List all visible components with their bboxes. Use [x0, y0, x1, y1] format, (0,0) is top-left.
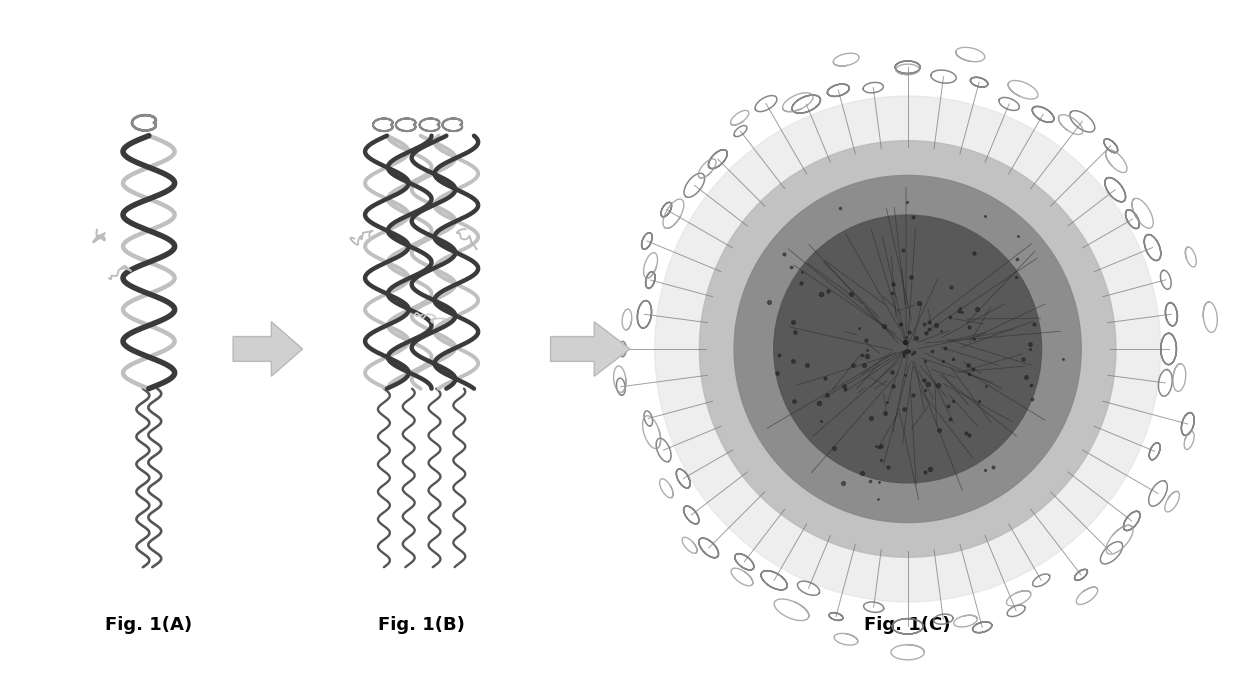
Circle shape	[774, 215, 1042, 483]
Text: Fig. 1(B): Fig. 1(B)	[378, 616, 465, 634]
Text: Fig. 1(C): Fig. 1(C)	[864, 616, 951, 634]
Circle shape	[734, 176, 1081, 522]
Circle shape	[655, 96, 1161, 602]
FancyArrow shape	[233, 322, 303, 376]
Circle shape	[699, 141, 1116, 557]
FancyArrow shape	[551, 322, 630, 376]
Text: Fig. 1(A): Fig. 1(A)	[105, 616, 192, 634]
